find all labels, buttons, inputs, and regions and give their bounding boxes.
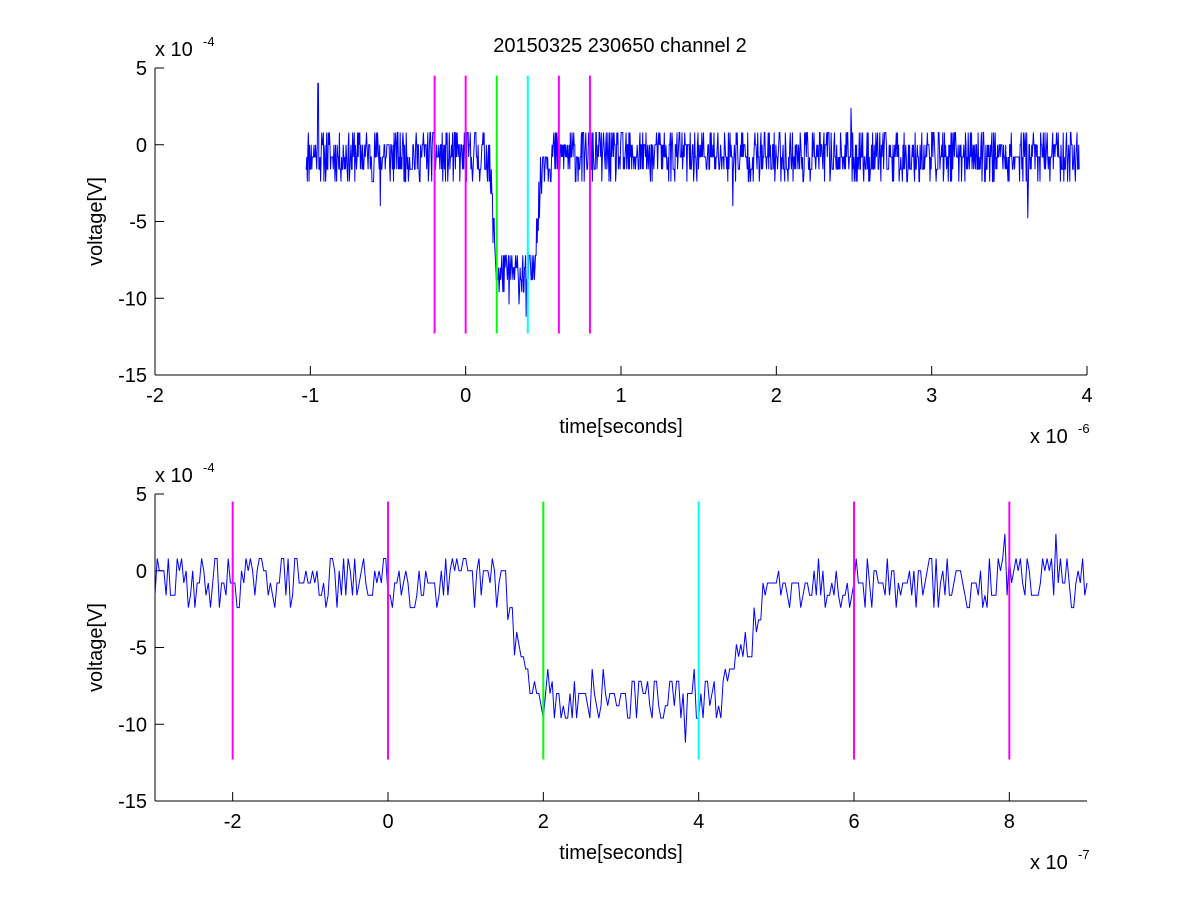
y-exponent-power: -4 bbox=[203, 34, 215, 49]
x-exponent-label: x 10 bbox=[1030, 852, 1068, 874]
x-tick-label: 8 bbox=[1004, 811, 1015, 833]
x-tick-label: -2 bbox=[224, 811, 242, 833]
y-tick-label: 0 bbox=[136, 561, 147, 583]
y-axis-label: voltage[V] bbox=[85, 177, 107, 266]
x-tick-label: 4 bbox=[693, 811, 704, 833]
x-tick-label: 2 bbox=[538, 811, 549, 833]
y-tick-label: -5 bbox=[129, 212, 147, 234]
figure-title: 20150325 230650 channel 2 bbox=[493, 35, 747, 57]
chart-bottom: -2 0 2 4 6 8 -15 -10 -5 0 5 time[seconds] voltage[V]… bbox=[85, 460, 1090, 874]
signal-trace bbox=[305, 82, 1080, 317]
x-axis-label: time[seconds] bbox=[559, 416, 682, 438]
x-tick-label: 2 bbox=[771, 385, 782, 407]
y-exponent-power: -4 bbox=[203, 460, 215, 475]
x-tick-label: 6 bbox=[848, 811, 859, 833]
x-exponent-label: x 10 bbox=[1030, 426, 1068, 448]
signal-trace bbox=[154, 533, 1088, 743]
y-tick-label: -10 bbox=[118, 714, 147, 736]
y-tick-label: -15 bbox=[118, 365, 147, 387]
y-exponent-label: x 10 bbox=[155, 39, 193, 61]
y-tick-label: -5 bbox=[129, 638, 147, 660]
x-tick-label: -2 bbox=[146, 385, 164, 407]
x-exponent-power: -6 bbox=[1078, 421, 1090, 436]
x-tick-label: 0 bbox=[460, 385, 471, 407]
x-tick-label: 3 bbox=[926, 385, 937, 407]
y-axis-label: voltage[V] bbox=[85, 603, 107, 692]
y-tick-label: 5 bbox=[136, 58, 147, 80]
x-tick-label: -1 bbox=[301, 385, 319, 407]
x-tick-label: 4 bbox=[1081, 385, 1092, 407]
y-tick-label: 5 bbox=[136, 484, 147, 506]
x-axis-label: time[seconds] bbox=[559, 842, 682, 864]
y-tick-label: 0 bbox=[136, 135, 147, 157]
y-tick-label: -15 bbox=[118, 791, 147, 813]
chart-top: -2 -1 0 1 2 3 4-15-10-505time[seconds]voltage[… bbox=[85, 34, 1093, 448]
x-exponent-power: -7 bbox=[1078, 847, 1090, 862]
x-tick-label: 0 bbox=[382, 811, 393, 833]
y-tick-label: -10 bbox=[118, 288, 147, 310]
x-tick-label: 1 bbox=[615, 385, 626, 407]
y-exponent-label: x 10 bbox=[155, 465, 193, 487]
